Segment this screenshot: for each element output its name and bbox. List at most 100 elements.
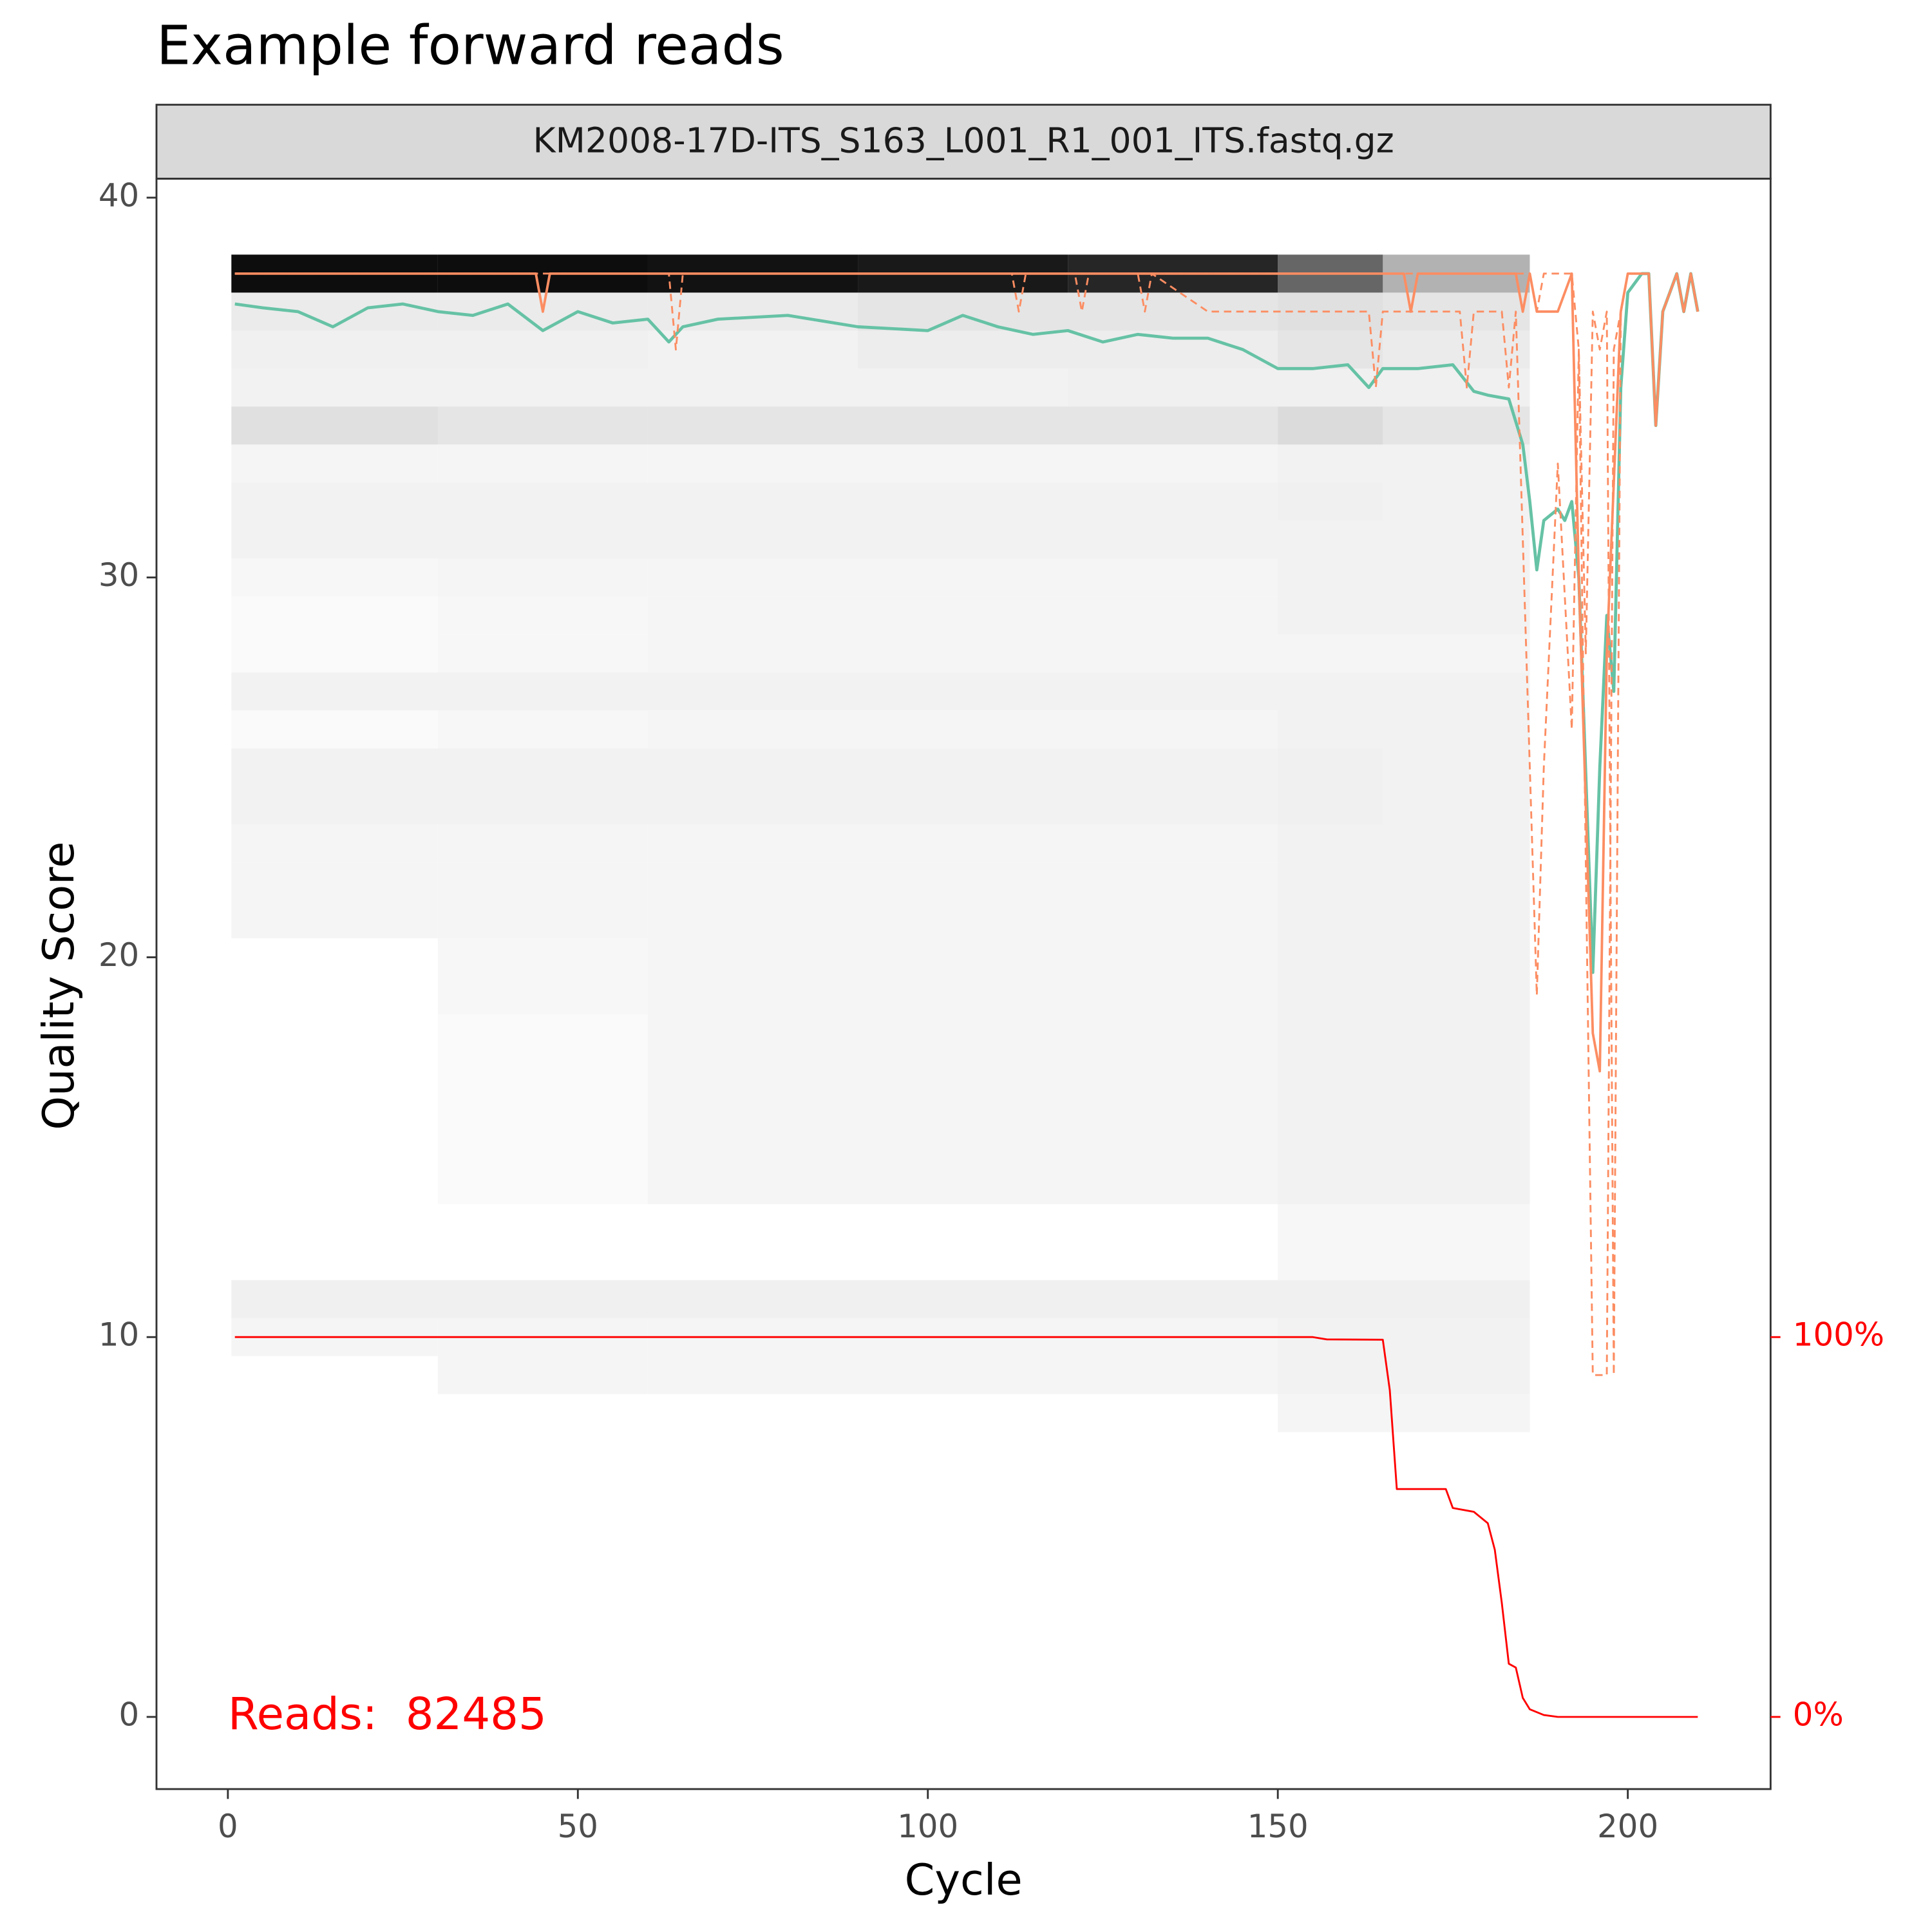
heatmap-tile bbox=[1383, 444, 1530, 483]
heatmap-tile bbox=[647, 634, 858, 673]
heatmap-tile bbox=[1383, 1280, 1530, 1318]
heatmap-tile bbox=[647, 482, 858, 521]
heatmap-tile bbox=[1383, 1242, 1530, 1280]
heatmap-tile bbox=[231, 786, 438, 825]
heatmap-tile bbox=[231, 824, 438, 863]
heatmap-tile bbox=[1068, 558, 1278, 597]
heatmap-tile bbox=[647, 1052, 858, 1090]
heatmap-tile bbox=[858, 1204, 1068, 1242]
x-tick-label: 50 bbox=[558, 1808, 598, 1845]
heatmap-tile bbox=[1068, 748, 1278, 787]
x-tick-label: 150 bbox=[1247, 1808, 1309, 1845]
heatmap-tile bbox=[858, 520, 1068, 559]
heatmap-tile bbox=[647, 444, 858, 483]
heatmap-tile bbox=[648, 1242, 858, 1280]
heatmap-tile bbox=[1068, 406, 1278, 445]
heatmap-tile bbox=[1383, 748, 1530, 787]
heatmap-tile bbox=[647, 976, 858, 1014]
heatmap-tile bbox=[858, 1166, 1068, 1204]
heatmap-tile bbox=[647, 862, 858, 900]
heatmap-tile bbox=[1383, 1166, 1530, 1204]
heatmap-tile bbox=[1278, 520, 1383, 559]
x-tick-label: 200 bbox=[1597, 1808, 1658, 1845]
heatmap-tile bbox=[1383, 1090, 1530, 1128]
heatmap-tile bbox=[1278, 444, 1383, 483]
heatmap-tile bbox=[858, 1394, 1068, 1432]
heatmap-tile bbox=[231, 368, 438, 407]
y-tick-label: 30 bbox=[99, 556, 139, 594]
heatmap-tile bbox=[1383, 1128, 1530, 1166]
heatmap-tile bbox=[231, 672, 438, 711]
heatmap-tile bbox=[1068, 862, 1278, 900]
heatmap-tile bbox=[648, 1394, 858, 1432]
heatmap-tile bbox=[858, 976, 1068, 1014]
y-axis-title: Quality Score bbox=[33, 842, 84, 1130]
heatmap-tile bbox=[647, 1128, 858, 1166]
heatmap-tile bbox=[647, 1014, 858, 1052]
heatmap-tile bbox=[1278, 368, 1383, 407]
heatmap-tile bbox=[647, 1356, 858, 1394]
heatmap-tile bbox=[438, 1242, 648, 1280]
heatmap-tile bbox=[1383, 1394, 1530, 1432]
heatmap-tile bbox=[858, 1128, 1068, 1166]
heatmap-tile bbox=[1068, 1356, 1278, 1394]
heatmap-tile bbox=[1278, 558, 1383, 597]
heatmap-tile bbox=[648, 1204, 858, 1242]
heatmap-tile bbox=[231, 710, 438, 748]
plot-area bbox=[231, 254, 1700, 1718]
heatmap-tile bbox=[438, 1052, 648, 1090]
heatmap-tile bbox=[438, 1090, 648, 1128]
heatmap-tile bbox=[231, 976, 438, 1014]
heatmap-tile bbox=[437, 786, 648, 825]
heatmap-tile bbox=[647, 672, 858, 711]
heatmap-tile bbox=[1068, 824, 1278, 863]
heatmap-tile bbox=[1278, 824, 1383, 863]
heatmap-tile bbox=[1383, 596, 1530, 635]
heatmap-tile bbox=[647, 1090, 858, 1128]
heatmap-tile bbox=[1383, 786, 1530, 825]
heatmap-tile bbox=[1383, 938, 1530, 976]
heatmap-tile bbox=[438, 938, 648, 976]
heatmap-tile bbox=[647, 786, 858, 825]
heatmap-tile bbox=[438, 1128, 648, 1166]
y2-tick-label: 100% bbox=[1793, 1316, 1884, 1354]
chart-title: Example forward reads bbox=[156, 14, 784, 77]
heatmap-tile bbox=[1068, 900, 1278, 938]
heatmap-tile bbox=[437, 482, 648, 521]
heatmap-tile bbox=[1383, 1318, 1530, 1356]
heatmap-tile bbox=[858, 862, 1068, 900]
heatmap-tile bbox=[1278, 1090, 1383, 1128]
heatmap-tile bbox=[647, 824, 858, 863]
heatmap-tile bbox=[231, 444, 438, 483]
heatmap-tile bbox=[1068, 482, 1278, 521]
heatmap-tile bbox=[231, 482, 438, 521]
heatmap-tile bbox=[437, 900, 648, 938]
heatmap-tile bbox=[1068, 672, 1278, 711]
heatmap-tile bbox=[231, 596, 438, 634]
heatmap-tile bbox=[1278, 1204, 1383, 1242]
heatmap-tile bbox=[231, 938, 438, 976]
heatmap-tile bbox=[858, 1014, 1068, 1052]
heatmap-tile bbox=[647, 292, 858, 331]
heatmap-tile bbox=[858, 406, 1068, 445]
heatmap-tile bbox=[1383, 1356, 1530, 1394]
y-tick-label: 10 bbox=[99, 1316, 139, 1354]
heatmap-tile bbox=[1068, 1128, 1278, 1166]
heatmap-tile bbox=[438, 634, 648, 672]
heatmap-tile bbox=[1278, 1242, 1383, 1280]
series-line bbox=[234, 272, 1699, 1376]
heatmap-tile bbox=[858, 1052, 1068, 1090]
heatmap-tile bbox=[437, 520, 648, 559]
heatmap-tile bbox=[437, 444, 648, 483]
heatmap-tile bbox=[1278, 292, 1383, 331]
heatmap-tile bbox=[858, 786, 1068, 825]
panel-border bbox=[155, 177, 1772, 1790]
heatmap-tile bbox=[1383, 672, 1530, 711]
heatmap-tile bbox=[858, 1356, 1068, 1394]
heatmap-tile bbox=[231, 1356, 438, 1394]
series-line bbox=[234, 1336, 1698, 1718]
heatmap-tile bbox=[1383, 558, 1530, 597]
heatmap-tile bbox=[647, 748, 858, 787]
heatmap-tile bbox=[858, 1242, 1068, 1280]
heatmap-tile bbox=[231, 558, 438, 596]
